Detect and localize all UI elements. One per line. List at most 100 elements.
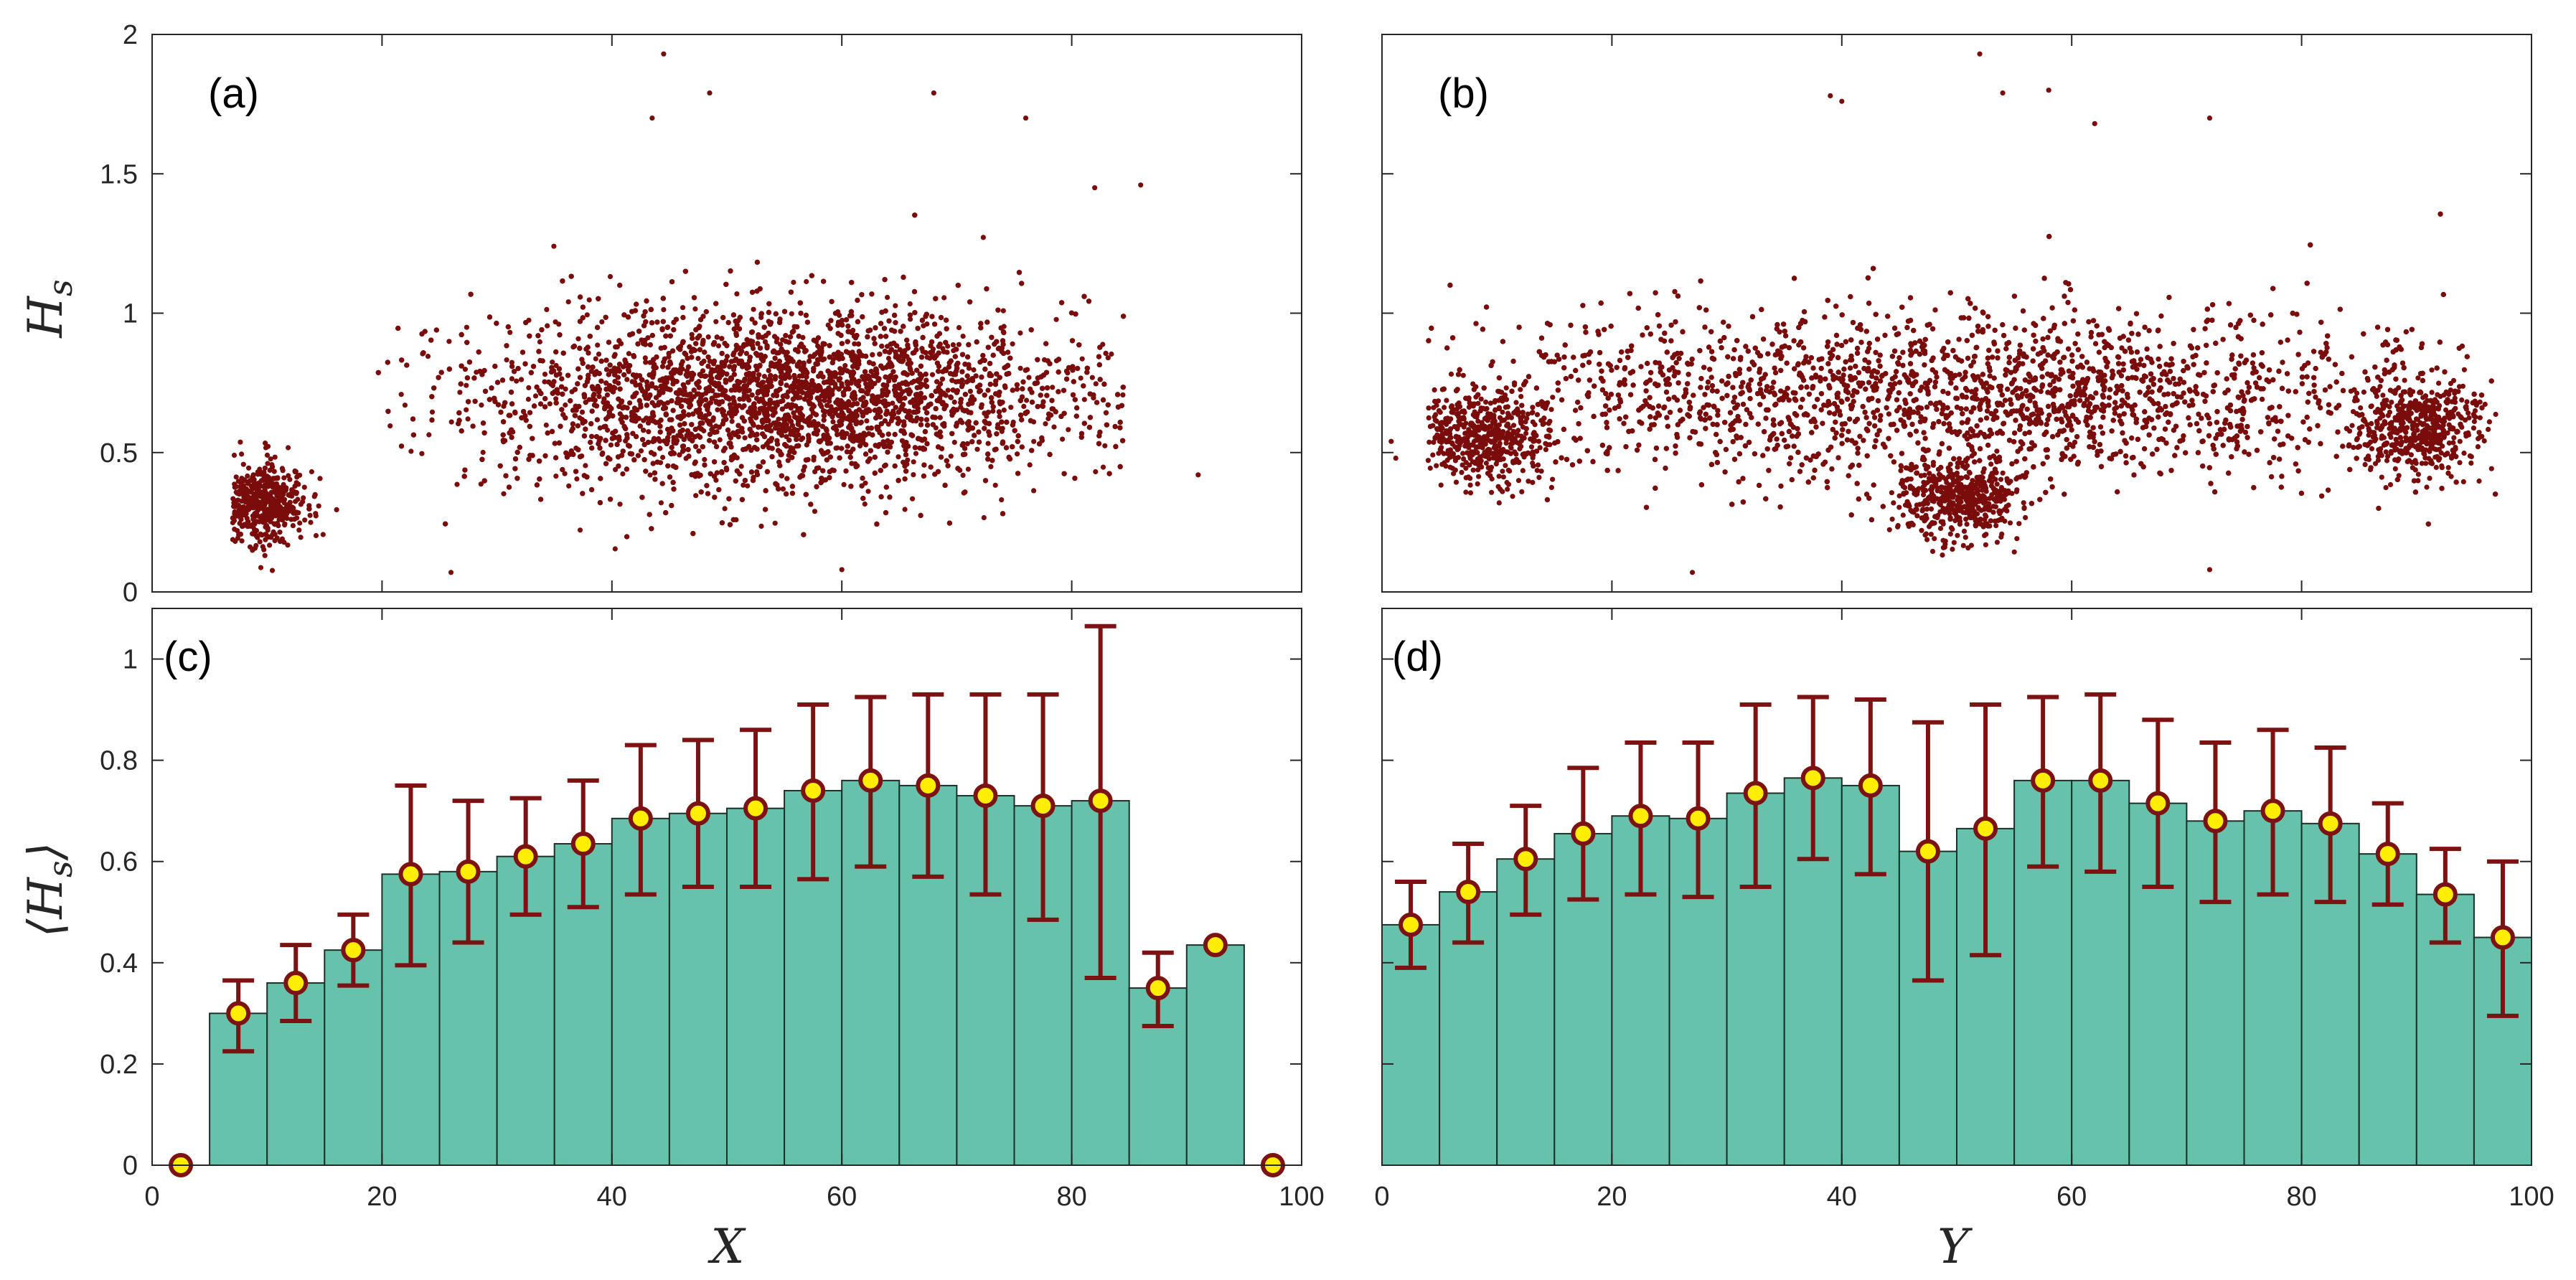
- scatter-point: [908, 316, 913, 322]
- scatter-point: [971, 367, 977, 373]
- scatter-point: [246, 479, 252, 484]
- scatter-point: [981, 514, 987, 521]
- scatter-point: [951, 399, 957, 405]
- scatter-point: [1015, 451, 1020, 457]
- scatter-point: [501, 491, 507, 497]
- scatter-point: [308, 519, 314, 525]
- scatter-point: [1102, 443, 1108, 448]
- scatter-point: [780, 398, 786, 404]
- scatter-point: [270, 484, 276, 490]
- scatter-point: [232, 527, 238, 532]
- scatter-point: [671, 435, 677, 441]
- scatter-point: [1000, 308, 1006, 314]
- scatter-point: [232, 538, 238, 545]
- scatter-point: [238, 439, 243, 445]
- scatter-point: [965, 466, 971, 472]
- scatter-point: [758, 523, 764, 530]
- scatter-point: [804, 278, 809, 285]
- scatter-point: [550, 359, 555, 365]
- scatter-point: [1021, 403, 1027, 410]
- scatter-point: [255, 499, 260, 504]
- scatter-point: [776, 416, 781, 422]
- scatter-point: [574, 476, 580, 482]
- scatter-point: [233, 474, 239, 480]
- scatter-point: [250, 472, 256, 478]
- scatter-point: [525, 396, 532, 403]
- scatter-point: [317, 476, 323, 481]
- scatter-point: [277, 530, 283, 535]
- scatter-point: [258, 489, 264, 495]
- scatter-point: [1000, 425, 1005, 431]
- scatter-point: [612, 546, 618, 552]
- scatter-point: [841, 481, 847, 488]
- scatter-point: [238, 515, 243, 521]
- plot-area: [230, 51, 1201, 575]
- scatter-point: [268, 456, 273, 462]
- scatter-point: [280, 468, 286, 474]
- scatter-point: [292, 468, 298, 474]
- scatter-point: [253, 509, 259, 516]
- scatter-point: [575, 336, 581, 342]
- scatter-point: [612, 352, 618, 357]
- scatter-point: [596, 352, 602, 357]
- scatter-point: [791, 450, 797, 456]
- scatter-point: [260, 502, 265, 507]
- scatter-point: [664, 426, 671, 433]
- scatter-point: [387, 423, 393, 429]
- scatter-point: [239, 451, 245, 457]
- scatter-point: [646, 429, 652, 435]
- scatter-point: [642, 355, 648, 361]
- scatter-point: [1010, 341, 1015, 347]
- scatter-point: [266, 474, 272, 481]
- scatter-point: [532, 393, 539, 399]
- scatter-point: [241, 477, 247, 483]
- scatter-point: [448, 419, 454, 425]
- scatter-point: [545, 323, 550, 329]
- scatter-point: [526, 385, 532, 391]
- scatter-point: [240, 461, 246, 467]
- scatter-point: [715, 343, 722, 349]
- scatter-point: [613, 344, 619, 350]
- scatter-point: [231, 518, 238, 524]
- scatter-point: [988, 463, 994, 470]
- scatter-point: [815, 421, 821, 427]
- scatter-point: [267, 542, 273, 548]
- scatter-point: [544, 306, 550, 312]
- scatter-point: [990, 408, 996, 414]
- scatter-point: [738, 463, 744, 469]
- scatter-point: [262, 519, 268, 525]
- scatter-point: [800, 334, 806, 340]
- scatter-point: [296, 481, 301, 487]
- scatter-point: [230, 496, 236, 502]
- scatter-point: [689, 331, 695, 337]
- scatter-point: [262, 465, 268, 471]
- scatter-point: [270, 506, 276, 512]
- scatter-point: [896, 454, 901, 460]
- scatter-point: [839, 341, 845, 347]
- scatter-point: [287, 499, 293, 505]
- scatter-point: [729, 418, 735, 424]
- scatter-point: [813, 425, 819, 432]
- scatter-point: [1079, 356, 1085, 362]
- scatter-point: [408, 448, 414, 454]
- scatter-point: [661, 307, 667, 313]
- scatter-point: [465, 416, 471, 422]
- scatter-point: [833, 400, 839, 405]
- scatter-point: [271, 521, 277, 527]
- scatter-point: [751, 306, 756, 312]
- scatter-point: [693, 493, 699, 499]
- scatter-point: [833, 446, 839, 451]
- scatter-point: [253, 542, 259, 549]
- scatter-point: [507, 329, 513, 335]
- scatter-point: [276, 499, 281, 505]
- scatter-point: [722, 506, 728, 512]
- scatter-point: [730, 395, 736, 400]
- scatter-point: [263, 532, 268, 537]
- scatter-point: [872, 381, 878, 387]
- scatter-point: [309, 469, 314, 475]
- scatter-point: [593, 356, 598, 362]
- scatter-point: [480, 449, 486, 456]
- scatter-point: [724, 354, 730, 359]
- scatter-point: [250, 521, 256, 527]
- scatter-point: [977, 359, 983, 365]
